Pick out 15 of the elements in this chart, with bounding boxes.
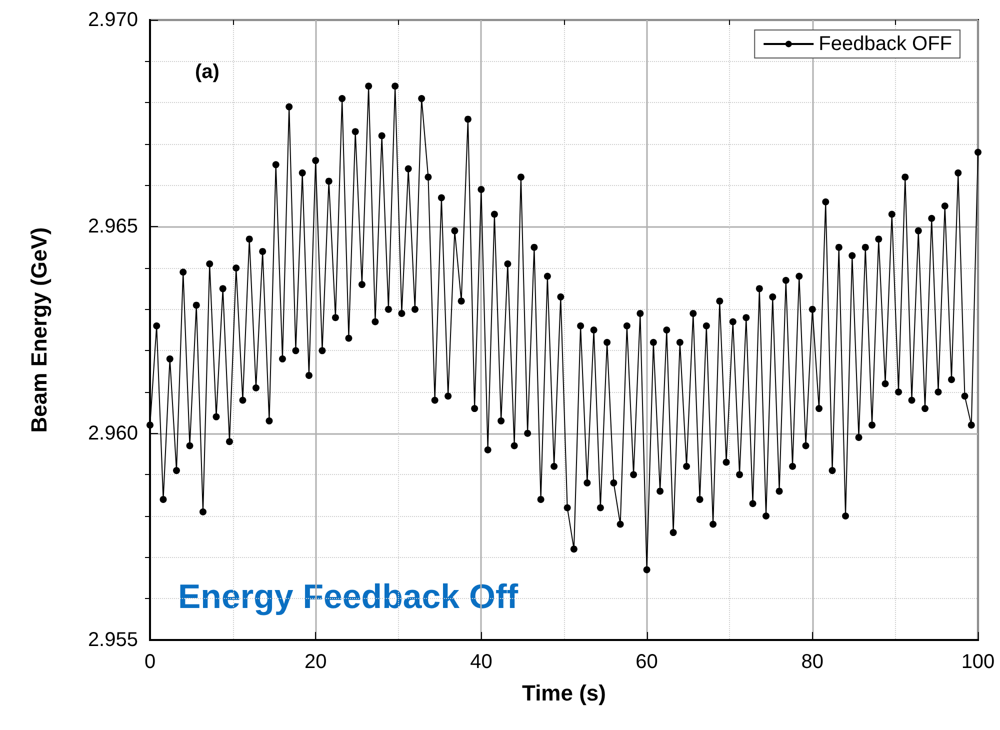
y-tick-label: 2.960 [88,422,138,444]
x-axis-title: Time (s) [522,680,606,706]
x-tick-label: 60 [636,651,658,673]
y-tick-label: 2.970 [88,9,138,31]
x-tick-label: 40 [470,651,492,673]
x-tick-label: 20 [304,651,327,673]
x-tick-label: 0 [144,651,156,673]
x-tick-label: 80 [801,651,824,673]
y-axis-title: Beam Energy (GeV) [26,227,52,433]
y-tick-label: 2.955 [88,629,138,651]
y-tick-label: 2.965 [88,216,138,238]
legend-label: Feedback OFF [818,33,952,55]
annotation: (a) [195,61,220,83]
x-tick-label: 100 [961,651,995,673]
annotation: Energy Feedback Off [178,578,519,616]
